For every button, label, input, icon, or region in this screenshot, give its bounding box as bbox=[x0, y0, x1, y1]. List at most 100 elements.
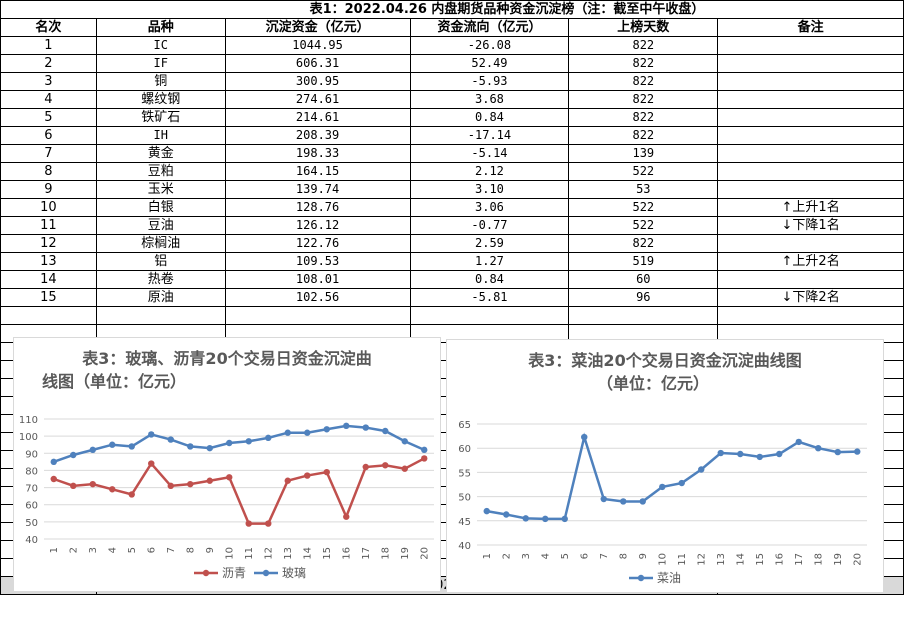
down-arrow-icon: ↓ bbox=[782, 290, 793, 305]
chart-glass-asphalt: 表3：玻璃、沥青20个交易日资金沉淀曲 线图（单位：亿元） 40 50 60 70 80… bbox=[13, 337, 441, 592]
x-tick-label: 4 bbox=[540, 553, 551, 559]
cell-days: 522 bbox=[569, 217, 718, 235]
data-point bbox=[679, 480, 685, 486]
legend-label: 菜油 bbox=[657, 571, 681, 585]
data-point bbox=[421, 455, 427, 461]
cell-note bbox=[718, 163, 904, 181]
cell-name: 铁矿石 bbox=[96, 109, 225, 127]
cell-name: 铜 bbox=[96, 73, 225, 91]
data-point bbox=[854, 448, 860, 454]
x-tick-label: 17 bbox=[794, 553, 805, 566]
table-row: 12 棕榈油 122.76 2.59 822 bbox=[1, 235, 904, 253]
table-row: 4 螺纹钢 274.61 3.68 822 bbox=[1, 91, 904, 109]
data-point bbox=[109, 486, 115, 492]
y-tick-label: 50 bbox=[458, 493, 471, 504]
cell-name: 玉米 bbox=[96, 181, 225, 199]
data-point bbox=[620, 498, 626, 504]
cell-note bbox=[718, 145, 904, 163]
cell-flow: 3.68 bbox=[410, 91, 569, 109]
data-point bbox=[815, 445, 821, 451]
y-tick-label: 45 bbox=[458, 517, 471, 528]
table-title: 表1：2022.04.26 内盘期货品种资金沉淀榜（注：截至中午收盘） bbox=[1, 1, 904, 19]
cell-note: ↓下降1名 bbox=[718, 217, 904, 235]
table-row: 2 IF 606.31 52.49 822 bbox=[1, 55, 904, 73]
y-tick-label: 50 bbox=[25, 518, 38, 529]
x-tick-label: 1 bbox=[49, 547, 60, 553]
cell-flow: -5.93 bbox=[410, 73, 569, 91]
x-tick-label: 15 bbox=[755, 553, 766, 566]
legend-marker bbox=[203, 570, 209, 576]
x-tick-label: 16 bbox=[341, 547, 352, 560]
cell-name: 豆油 bbox=[96, 217, 225, 235]
cell-note bbox=[718, 55, 904, 73]
data-point bbox=[640, 498, 646, 504]
cell-rank: 9 bbox=[1, 181, 97, 199]
cell-days: 822 bbox=[569, 91, 718, 109]
cell-amount: 214.61 bbox=[225, 109, 410, 127]
y-tick-label: 90 bbox=[25, 449, 38, 460]
cell-name: 豆粕 bbox=[96, 163, 225, 181]
cell-amount: 128.76 bbox=[225, 199, 410, 217]
table-row: 5 铁矿石 214.61 0.84 822 bbox=[1, 109, 904, 127]
cell-amount: 1044.95 bbox=[225, 37, 410, 55]
data-point bbox=[402, 466, 408, 472]
data-point bbox=[226, 474, 232, 480]
cell-flow: 2.12 bbox=[410, 163, 569, 181]
data-point bbox=[70, 452, 76, 458]
data-point bbox=[659, 484, 665, 490]
data-point bbox=[718, 450, 724, 456]
cell-flow: -5.81 bbox=[410, 289, 569, 307]
x-tick-label: 14 bbox=[302, 547, 313, 560]
legend-label: 玻璃 bbox=[282, 566, 306, 580]
chart1-title-line2: 线图（单位：亿元） bbox=[42, 372, 186, 391]
cell-name: IC bbox=[96, 37, 225, 55]
y-tick-label: 60 bbox=[25, 501, 38, 512]
x-tick-label: 8 bbox=[618, 553, 629, 559]
table-row: 9 玉米 139.74 3.10 53 bbox=[1, 181, 904, 199]
cell-days: 139 bbox=[569, 145, 718, 163]
cell-flow: -5.14 bbox=[410, 145, 569, 163]
cell-flow: -26.08 bbox=[410, 37, 569, 55]
table-row: 15 原油 102.56 -5.81 96 ↓下降2名 bbox=[1, 289, 904, 307]
cell-days: 822 bbox=[569, 73, 718, 91]
x-tick-label: 18 bbox=[813, 553, 824, 566]
y-tick-label: 40 bbox=[458, 541, 471, 552]
x-tick-label: 17 bbox=[361, 547, 372, 560]
data-point bbox=[835, 449, 841, 455]
cell-flow: 2.59 bbox=[410, 235, 569, 253]
table-row: 6 IH 208.39 -17.14 822 bbox=[1, 127, 904, 145]
cell-amount: 108.01 bbox=[225, 271, 410, 289]
up-arrow-icon: ↑ bbox=[782, 254, 793, 269]
data-point bbox=[304, 430, 310, 436]
cell-amount: 122.76 bbox=[225, 235, 410, 253]
cell-days: 822 bbox=[569, 55, 718, 73]
data-point bbox=[226, 440, 232, 446]
data-point bbox=[737, 451, 743, 457]
cell-rank: 7 bbox=[1, 145, 97, 163]
cell-name: 白银 bbox=[96, 199, 225, 217]
x-tick-label: 20 bbox=[419, 547, 430, 560]
x-tick-label: 19 bbox=[833, 553, 844, 566]
data-point bbox=[51, 459, 57, 465]
cell-days: 60 bbox=[569, 271, 718, 289]
cell-flow: 0.84 bbox=[410, 271, 569, 289]
cell-amount: 102.56 bbox=[225, 289, 410, 307]
data-point bbox=[776, 451, 782, 457]
data-point bbox=[363, 424, 369, 430]
cell-rank: 2 bbox=[1, 55, 97, 73]
up-arrow-icon: ↑ bbox=[782, 200, 793, 215]
x-tick-label: 9 bbox=[638, 553, 649, 559]
data-point bbox=[523, 515, 529, 521]
data-point bbox=[382, 462, 388, 468]
data-point bbox=[90, 447, 96, 453]
x-tick-label: 13 bbox=[283, 547, 294, 560]
cell-days: 822 bbox=[569, 37, 718, 55]
data-point bbox=[363, 464, 369, 470]
note-text: 下降2名 bbox=[792, 290, 839, 305]
cell-note bbox=[718, 73, 904, 91]
cell-rank: 6 bbox=[1, 127, 97, 145]
data-point bbox=[542, 516, 548, 522]
data-point bbox=[343, 423, 349, 429]
data-point bbox=[168, 436, 174, 442]
data-point bbox=[304, 472, 310, 478]
